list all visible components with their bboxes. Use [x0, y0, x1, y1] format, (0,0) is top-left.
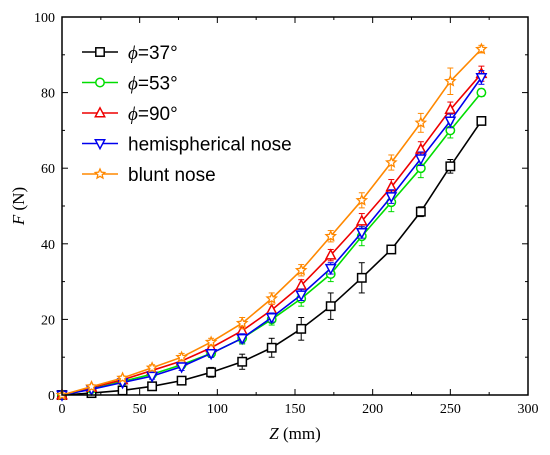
- data-point: [445, 161, 456, 172]
- y-axis-unit: (N): [9, 187, 28, 215]
- legend-item: ϕ=37°: [82, 43, 178, 64]
- y-axis-symbol: F: [9, 214, 28, 226]
- series-4: [55, 42, 488, 401]
- data-point: [444, 116, 457, 128]
- legend-item: hemispherical nose: [82, 135, 292, 156]
- data-point: [385, 192, 398, 204]
- data-point: [444, 102, 457, 115]
- x-tick-label: 200: [362, 402, 383, 417]
- data-point: [355, 228, 368, 240]
- data-point: [476, 87, 487, 98]
- legend-item: blunt nose: [82, 165, 216, 186]
- data-point: [325, 301, 336, 312]
- y-tick-label: 0: [48, 389, 55, 404]
- data-point: [116, 371, 129, 384]
- legend-symbol: ϕ: [128, 74, 138, 95]
- y-tick-label: 80: [41, 87, 55, 102]
- y-tick-label: 20: [41, 313, 55, 328]
- data-point: [475, 42, 488, 55]
- x-axis-unit: (mm): [279, 424, 321, 443]
- data-point: [237, 356, 248, 367]
- x-tick-label: 150: [285, 402, 306, 417]
- data-point: [444, 74, 457, 87]
- data-point: [324, 229, 338, 242]
- data-point: [415, 206, 426, 217]
- data-point: [145, 361, 159, 374]
- data-point: [265, 313, 278, 325]
- legend-text: =37°: [138, 43, 178, 64]
- data-point: [175, 350, 188, 363]
- legend-marker: [93, 167, 107, 180]
- legend-item: ϕ=90°: [82, 104, 178, 125]
- data-point: [147, 381, 158, 392]
- data-point: [146, 371, 159, 383]
- data-point: [356, 272, 367, 283]
- y-tick-label: 60: [41, 162, 55, 177]
- legend-marker: [94, 139, 106, 151]
- data-point: [206, 367, 217, 378]
- legend-text: =90°: [138, 104, 178, 125]
- legend-marker: [94, 106, 106, 118]
- x-tick-label: 50: [133, 402, 147, 417]
- x-tick-label: 0: [59, 402, 66, 417]
- data-point: [414, 154, 427, 166]
- y-axis-label: F (N): [9, 187, 28, 226]
- data-point: [476, 116, 487, 126]
- legend-symbol: ϕ: [128, 43, 138, 64]
- data-point: [294, 263, 308, 276]
- legend-marker: [95, 47, 105, 57]
- tick-labels: 0 50 100 150 200 250 300 0 20 40 60 80 100: [34, 11, 539, 417]
- x-tick-label: 250: [440, 402, 461, 417]
- data-point: [176, 375, 187, 386]
- legend-label: ϕ=53°: [128, 74, 178, 95]
- data-point: [85, 380, 98, 393]
- plot-frame: [61, 16, 529, 396]
- data-point: [205, 348, 218, 361]
- data-point: [355, 214, 368, 226]
- data-point: [384, 155, 398, 168]
- data-point: [175, 362, 188, 374]
- legend-marker: [95, 77, 105, 88]
- x-tick-label: 100: [207, 402, 228, 417]
- y-tick-label: 100: [34, 11, 55, 26]
- plot-series: [55, 42, 488, 402]
- data-point: [236, 333, 249, 346]
- data-point: [265, 303, 278, 315]
- data-point: [414, 116, 428, 129]
- data-point: [204, 335, 218, 348]
- data-point: [296, 323, 307, 334]
- series-0: [57, 116, 487, 400]
- legend-symbol: ϕ: [128, 104, 138, 125]
- legend-label: hemispherical nose: [128, 135, 292, 156]
- data-point: [324, 263, 337, 276]
- legend-item: ϕ=53°: [82, 74, 178, 95]
- legend-label: ϕ=37°: [128, 43, 178, 64]
- data-point: [324, 248, 337, 260]
- data-point: [386, 244, 397, 255]
- x-tick-label: 300: [518, 402, 539, 417]
- data-point: [235, 316, 249, 329]
- data-point: [266, 342, 277, 353]
- x-axis-symbol: Z: [269, 424, 279, 443]
- y-tick-label: 40: [41, 238, 55, 253]
- data-point: [355, 193, 369, 206]
- data-point: [265, 291, 279, 304]
- x-axis-label: Z (mm): [269, 424, 321, 443]
- data-point: [295, 290, 308, 302]
- data-point: [475, 73, 488, 85]
- legend-label: ϕ=90°: [128, 104, 178, 125]
- legend-label: blunt nose: [128, 165, 216, 186]
- legend-text: =53°: [138, 74, 178, 95]
